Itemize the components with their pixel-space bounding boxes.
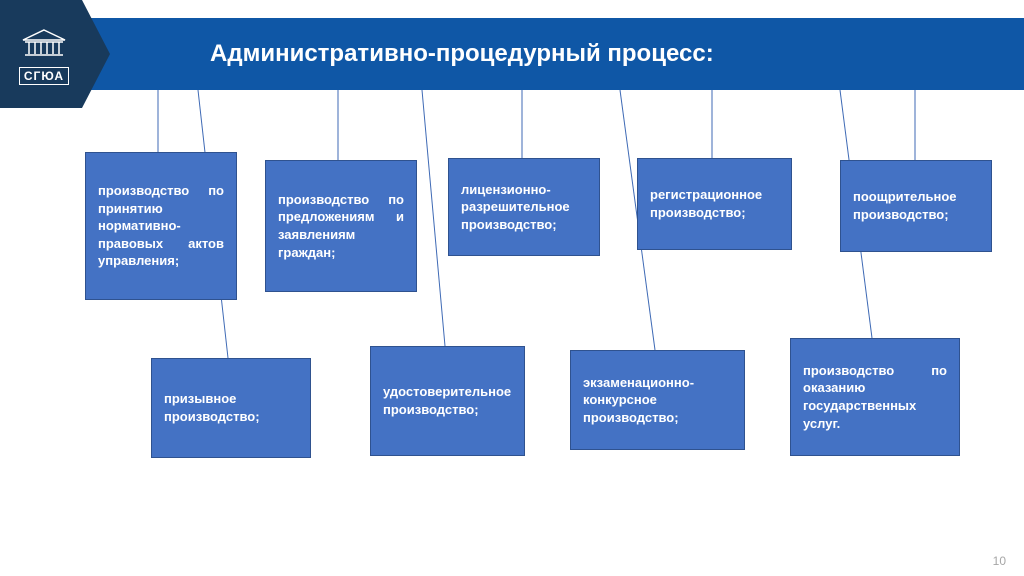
process-box-1-2: лицензионно-разрешительное производство; [448,158,600,256]
banner-title: Административно-процедурный процесс: [210,40,714,68]
logo: СГЮА [14,28,74,85]
logo-text: СГЮА [19,67,69,85]
process-box-2-3: производство по оказанию государственных… [790,338,960,456]
page-number: 10 [993,554,1006,568]
process-box-1-3: регистрационное производство; [637,158,792,250]
process-box-1-4: поощрительное производство; [840,160,992,252]
process-box-1-0: производство по принятию нормативно-прав… [85,152,237,300]
process-box-2-0: призывное производство; [151,358,311,458]
building-icon [19,28,69,58]
process-box-2-1: удостоверительное производство; [370,346,525,456]
title-banner: Административно-процедурный процесс: [0,18,1024,90]
process-box-2-2: экзаменационно-конкурсное производство; [570,350,745,450]
process-box-1-1: производство по предложениям и заявления… [265,160,417,292]
